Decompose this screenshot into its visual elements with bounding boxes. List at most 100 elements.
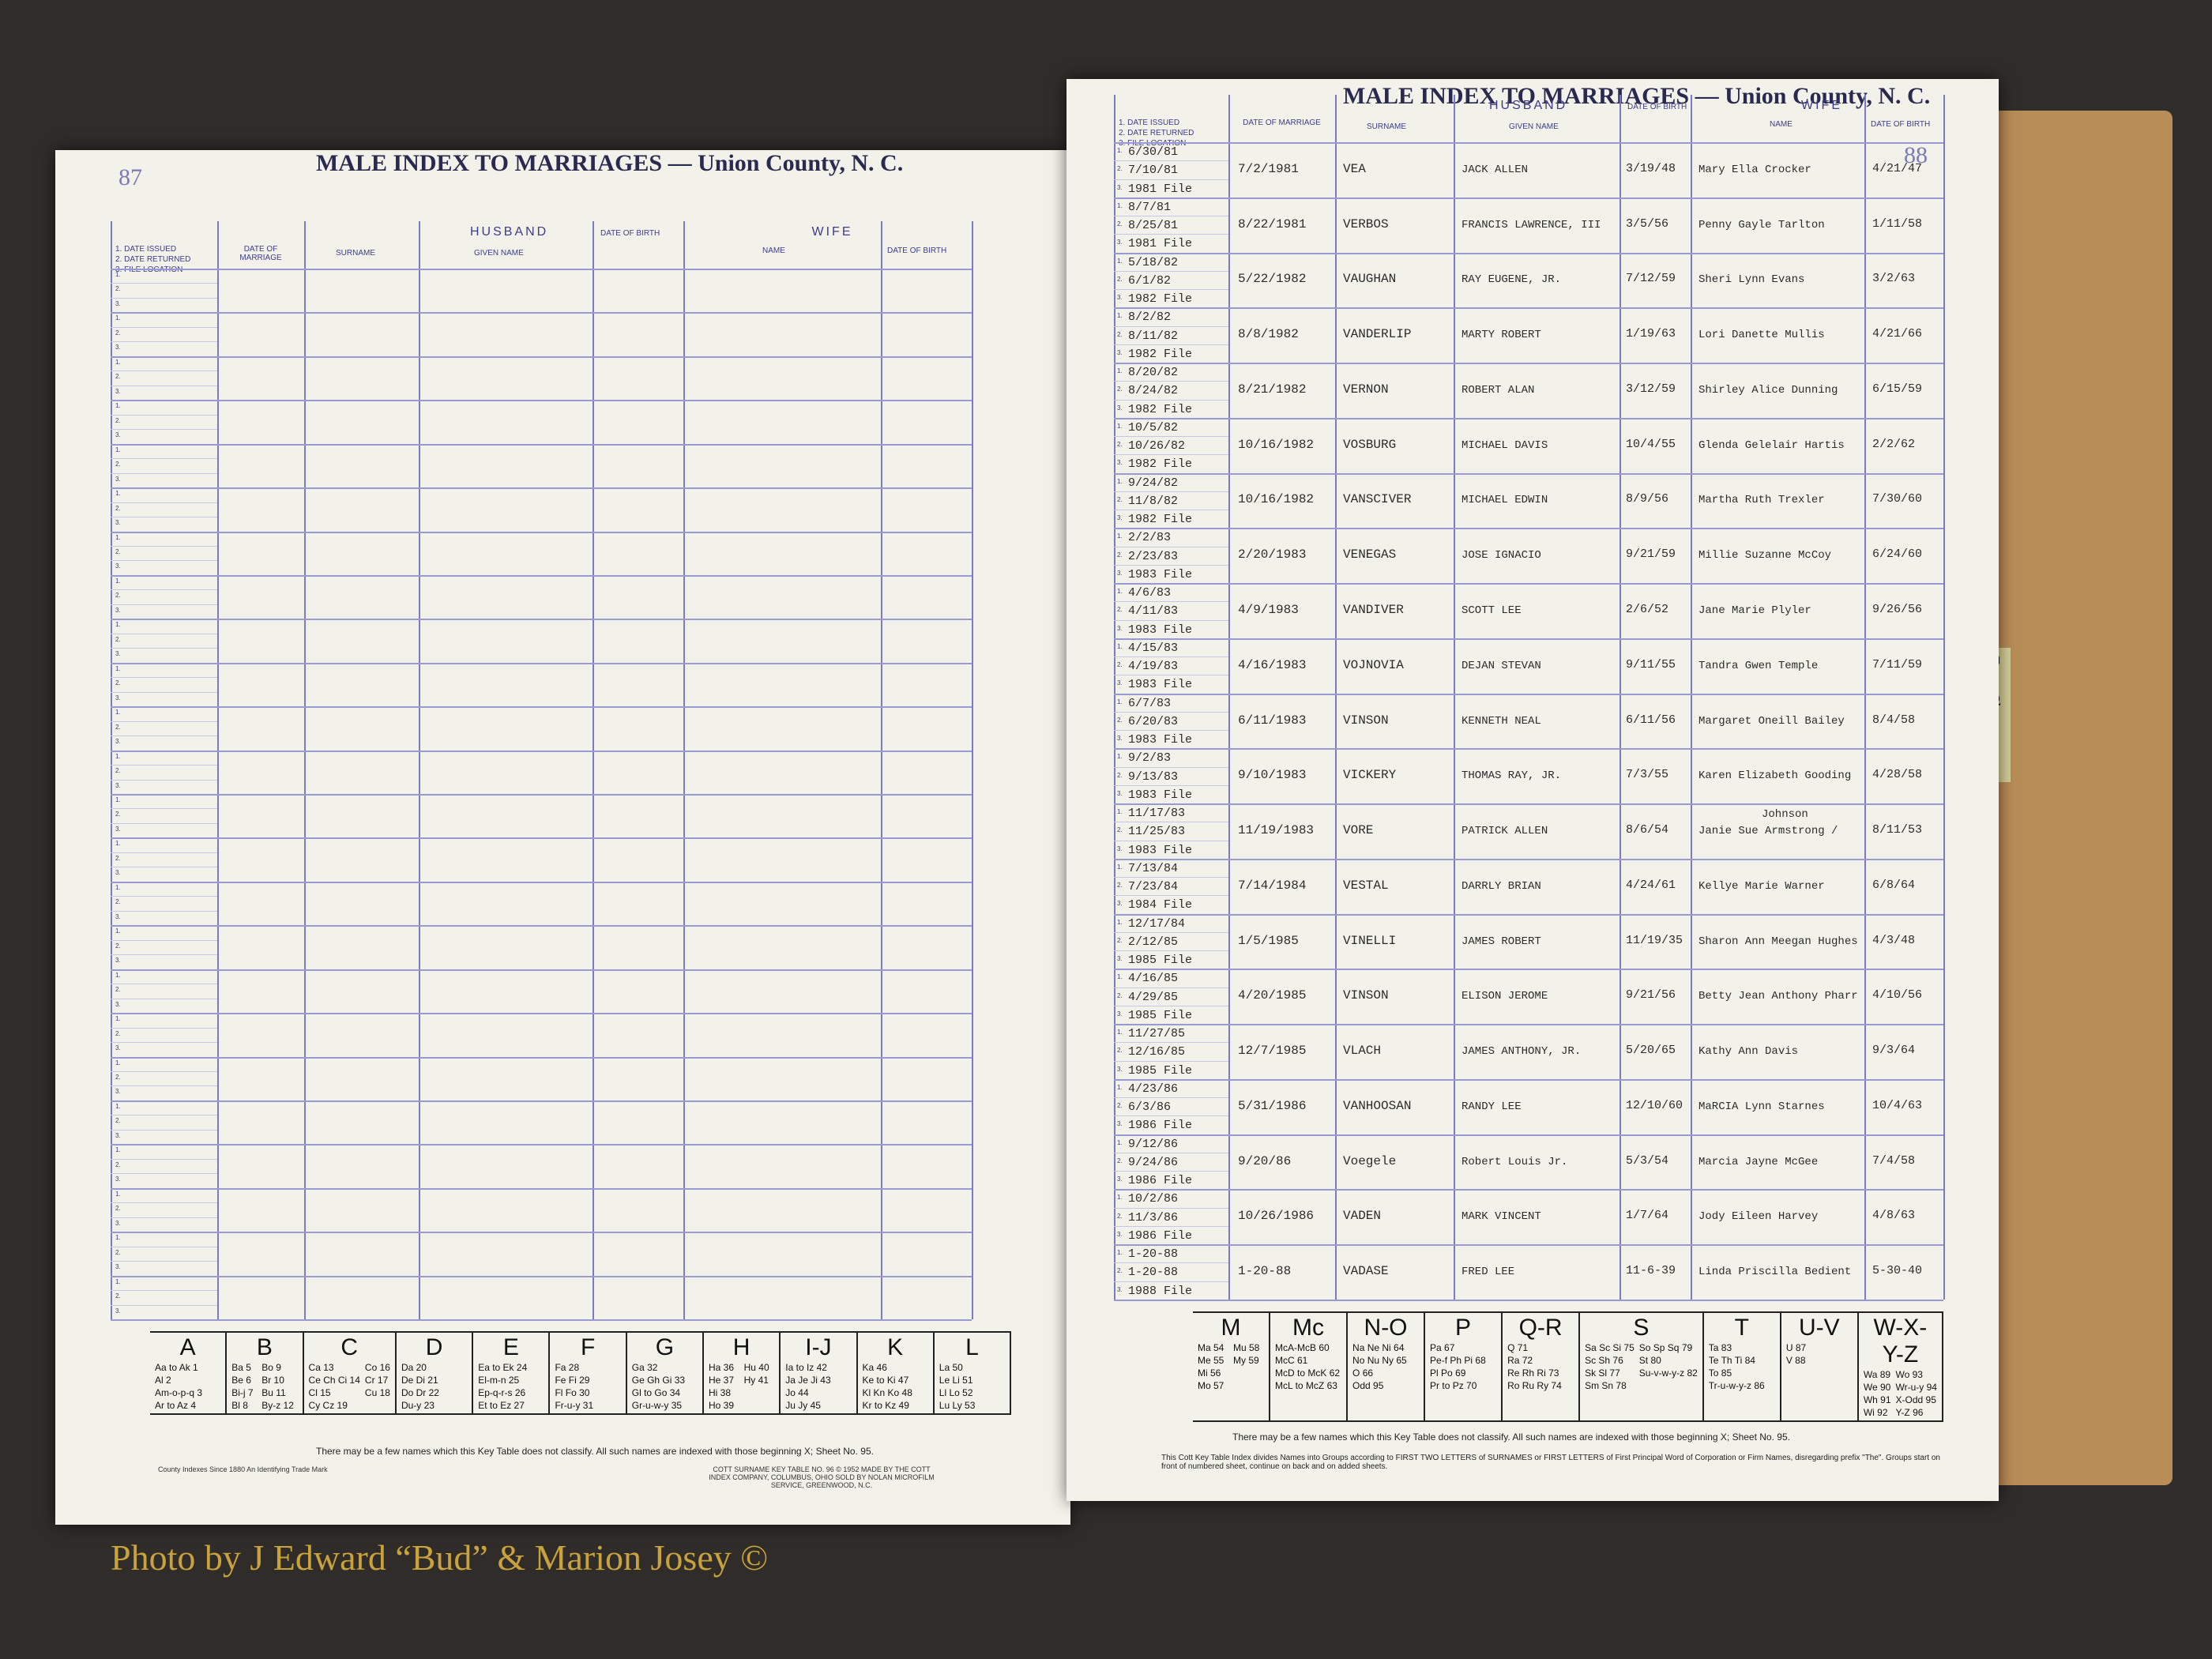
wife-name: Martha Ruth Trexler <box>1698 494 1825 507</box>
key-entries: Ea to Ek 24 El-m-n 25 Ep-q-r-s 26 Et to Ez … <box>478 1361 544 1412</box>
row-rule <box>111 1187 972 1190</box>
row-rule <box>111 1085 217 1087</box>
date-entry: 8/11/82 <box>1128 329 1179 343</box>
column-rule <box>881 221 882 1319</box>
date-entry: 2/2/83 <box>1128 531 1172 545</box>
row-rule <box>1114 1244 1943 1247</box>
row-rule <box>111 939 217 941</box>
row-rule <box>111 1261 217 1262</box>
date-entry: 9/13/83 <box>1128 769 1179 784</box>
row-rule <box>111 735 217 737</box>
row-rule <box>1114 1134 1943 1136</box>
marriage-date: 9/10/1983 <box>1238 768 1307 783</box>
wife-name: Margaret Oneill Bailey <box>1698 714 1845 728</box>
key-entry: Odd 95 <box>1352 1380 1384 1391</box>
row-number: 1. <box>1117 1249 1123 1257</box>
column-header: SURNAME <box>336 249 376 258</box>
row-number: 3. <box>1117 348 1123 356</box>
row-rule <box>1114 325 1228 327</box>
row-number: 1. <box>115 621 121 629</box>
row-rule <box>1114 1042 1228 1044</box>
row-number: 3. <box>1117 569 1123 577</box>
row-rule <box>111 560 217 562</box>
wife-name: MaRCIA Lynn Starnes <box>1698 1100 1825 1113</box>
key-entries: Ha 36 He 37 Hi 38 Ho 39 Hu 40 Hy 41 <box>709 1361 774 1412</box>
column-header: 1. DATE ISSUED <box>1119 118 1180 127</box>
row-number: 1. <box>1117 201 1123 209</box>
row-number: 2. <box>115 329 121 337</box>
row-number: 1. <box>1117 698 1123 705</box>
date-entry: 7/10/81 <box>1128 164 1179 178</box>
key-entry: My 59 <box>1233 1355 1259 1366</box>
row-rule <box>1114 1024 1943 1026</box>
row-number: 1. <box>1117 753 1123 761</box>
row-number: 2. <box>115 942 121 950</box>
wife-name: Sharon Ann Meegan Hughes <box>1698 935 1858 948</box>
row-rule <box>1114 142 1943 144</box>
date-entry: 5/18/82 <box>1128 255 1179 269</box>
key-entry: Cu 18 <box>364 1387 390 1398</box>
key-entry: Pe-f Ph Pi 68 <box>1430 1355 1486 1366</box>
row-rule <box>1114 1060 1228 1062</box>
marriage-date: 8/8/1982 <box>1238 327 1299 342</box>
row-rule <box>111 1173 217 1175</box>
key-group: G Ga 32 Ge Gh Gi 33 Gl to Go 34 Gr-u-w-y 35 <box>627 1333 704 1413</box>
date-entry: 1983 File <box>1128 843 1193 857</box>
husband-dob: 8/6/54 <box>1626 823 1669 837</box>
given-name: ELISON JEROME <box>1462 990 1548 1003</box>
key-entry: Da 20 <box>401 1362 427 1373</box>
row-number: 2. <box>115 1073 121 1081</box>
row-number: 1. <box>115 271 121 278</box>
column-header: 1. DATE ISSUED <box>115 245 177 254</box>
key-entries: Ba 5 Be 6 Bi-j 7 Bl 8 Bo 9 Br 10 Bu 11 By-z 12 <box>231 1361 297 1412</box>
key-entry: Ta 83 <box>1708 1342 1732 1353</box>
row-number: 2. <box>115 373 121 381</box>
key-entries: Ka 46 Ke to Ki 47 Kl Kn Ko 48 Kr to Kz 49 <box>863 1361 928 1412</box>
row-number: 2. <box>115 1161 121 1168</box>
row-number: 1. <box>115 1277 121 1285</box>
row-rule <box>111 487 972 490</box>
wife-dob: 2/2/62 <box>1872 437 1916 451</box>
row-number: 3. <box>115 562 121 570</box>
column-rule <box>1454 95 1455 1300</box>
date-entry: 1986 File <box>1128 1228 1193 1243</box>
wife-dob: 5-30-40 <box>1872 1264 1923 1278</box>
key-group: D Da 20 De Di 21 Do Dr 22 Du-y 23 <box>397 1333 474 1413</box>
surname: VANSCIVER <box>1343 492 1412 507</box>
marriage-date: 5/22/1982 <box>1238 272 1307 287</box>
row-rule <box>111 269 972 270</box>
key-letter: Q-R <box>1518 1315 1563 1341</box>
column-rule <box>592 221 594 1319</box>
key-letter: Mc <box>1292 1315 1325 1341</box>
row-number: 2. <box>1117 991 1123 999</box>
key-entry: So Sp Sq 79 <box>1638 1342 1693 1353</box>
key-group: U-V U 87 V 88 <box>1781 1313 1859 1420</box>
wife-dob: 7/4/58 <box>1872 1153 1916 1168</box>
surname: VERBOS <box>1343 216 1389 231</box>
key-entry: Mu 58 <box>1233 1342 1260 1353</box>
row-number: 3. <box>1117 900 1123 908</box>
row-number: 3. <box>1117 239 1123 246</box>
key-entries: Na Ne Ni 64 No Nu Ny 65 O 66 Odd 95 <box>1352 1341 1419 1392</box>
date-entry: 10/26/82 <box>1128 439 1186 453</box>
row-number: 3. <box>115 1000 121 1008</box>
row-rule <box>1114 1171 1228 1172</box>
surname: Voegele <box>1343 1153 1397 1168</box>
key-letter: P <box>1455 1315 1472 1341</box>
wife-dob: 6/15/59 <box>1872 382 1923 396</box>
row-number: 3. <box>1117 624 1123 632</box>
date-entry: 2/12/85 <box>1128 935 1179 949</box>
date-entry: 9/12/86 <box>1128 1137 1179 1151</box>
key-entry: Su-v-w-y-z 82 <box>1638 1367 1698 1379</box>
date-entry: 11/3/86 <box>1128 1210 1179 1224</box>
surname: VADASE <box>1343 1264 1389 1279</box>
wife-name: Kathy Ann Davis <box>1698 1045 1799 1059</box>
row-rule <box>111 910 217 912</box>
row-rule <box>111 1027 217 1029</box>
date-entry: 4/19/83 <box>1128 660 1179 674</box>
key-letter: F <box>580 1334 596 1360</box>
row-rule <box>1114 877 1228 878</box>
row-number: 1. <box>1117 367 1123 375</box>
left-page: 87 MALE INDEX TO MARRIAGES — Union Count… <box>55 150 1070 1525</box>
row-rule <box>1114 160 1228 162</box>
